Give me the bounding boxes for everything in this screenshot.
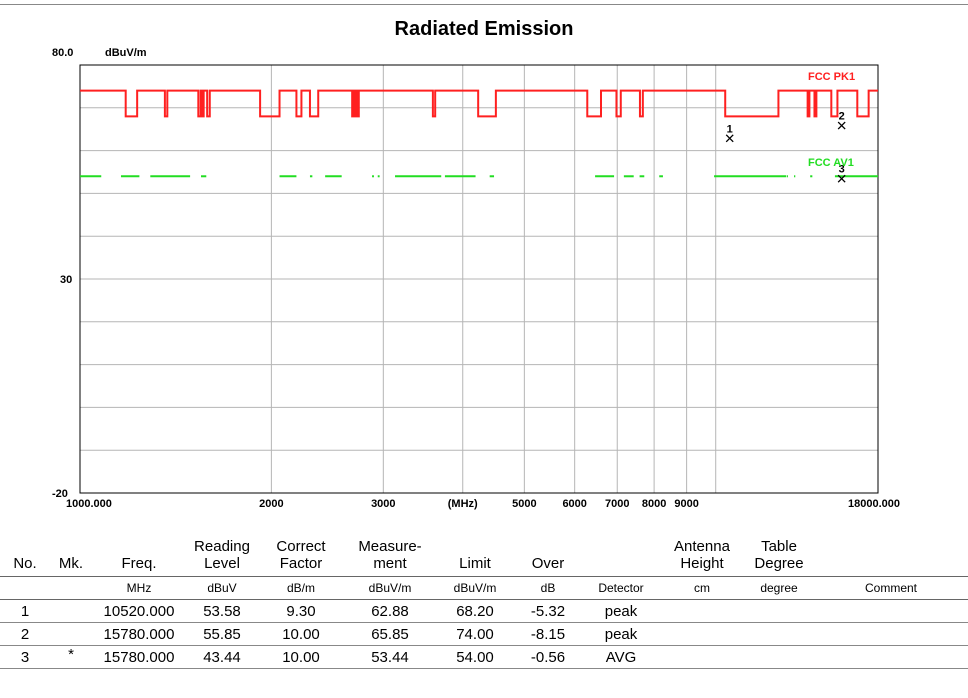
chart-title: Radiated Emission bbox=[394, 18, 574, 40]
x-tick-label: 3000 bbox=[371, 498, 395, 510]
x-tick-label: 8000 bbox=[642, 498, 666, 510]
unit-freq: MHz bbox=[92, 576, 186, 600]
row-limit: 74.00 bbox=[436, 622, 514, 646]
grid bbox=[80, 65, 878, 493]
unit-measure: dBuV/m bbox=[344, 576, 436, 600]
x-tick-label: 7000 bbox=[605, 498, 629, 510]
x-tick-label: 5000 bbox=[512, 498, 536, 510]
table-row: 2 15780.000 55.85 10.00 65.85 74.00 -8.1… bbox=[0, 622, 968, 646]
row-correct: 10.00 bbox=[258, 645, 344, 669]
x-tick-label: 1000.000 bbox=[66, 498, 112, 510]
col-limit: Limit bbox=[459, 555, 491, 572]
col-freq: Freq. bbox=[121, 555, 157, 572]
unit-limit: dBuV/m bbox=[436, 576, 514, 600]
col-reading: Reading Level bbox=[194, 538, 250, 572]
col-comment bbox=[814, 524, 968, 577]
col-mk: Mk. bbox=[58, 555, 84, 572]
legend-fcc-av1: FCC AV1 bbox=[808, 157, 854, 169]
row-measure: 65.85 bbox=[344, 622, 436, 646]
unit-table: degree bbox=[744, 576, 814, 600]
row-over: -0.56 bbox=[514, 645, 582, 669]
row-reading: 53.58 bbox=[186, 599, 258, 623]
row-detector: peak bbox=[582, 622, 660, 646]
col-correct: Correct Factor bbox=[276, 538, 326, 572]
marker-cross bbox=[837, 174, 846, 183]
table-header-row: No. Mk. Freq. Reading Level Correct Factor… bbox=[0, 524, 968, 577]
row-limit: 68.20 bbox=[436, 599, 514, 623]
legend-fcc-pk1: FCC PK1 bbox=[808, 71, 855, 83]
col-antenna: Antenna Height bbox=[674, 538, 730, 572]
row-correct: 10.00 bbox=[258, 622, 344, 646]
row-detector: AVG bbox=[582, 645, 660, 669]
x-tick-label: (MHz) bbox=[448, 498, 478, 510]
row-detector: peak bbox=[582, 599, 660, 623]
marker-label: 2 bbox=[839, 111, 845, 123]
y-tick-label: 30 bbox=[60, 274, 72, 286]
y-tick-label: 80.0 bbox=[52, 47, 73, 59]
row-limit: 54.00 bbox=[436, 645, 514, 669]
row-freq: 10520.000 bbox=[92, 599, 186, 623]
unit-over: dB bbox=[514, 576, 582, 600]
col-table-degree: Table Degree bbox=[754, 538, 804, 572]
col-no: No. bbox=[13, 555, 37, 572]
row-mk: * bbox=[50, 645, 92, 669]
row-reading: 55.85 bbox=[186, 622, 258, 646]
marker-label: 1 bbox=[727, 123, 733, 135]
col-measure: Measure-ment bbox=[358, 538, 422, 572]
table-row: 1 10520.000 53.58 9.30 62.88 68.20 -5.32… bbox=[0, 599, 968, 623]
x-tick-label: 9000 bbox=[674, 498, 698, 510]
row-measure: 62.88 bbox=[344, 599, 436, 623]
unit-antenna: cm bbox=[660, 576, 744, 600]
series-layer bbox=[80, 89, 878, 178]
row-correct: 9.30 bbox=[258, 599, 344, 623]
row-freq: 15780.000 bbox=[92, 645, 186, 669]
table-units-row: MHz dBuV dB/m dBuV/m dBuV/m dB Detector … bbox=[0, 576, 968, 600]
row-measure: 53.44 bbox=[344, 645, 436, 669]
marker-layer: 1 2 3 bbox=[725, 111, 846, 183]
top-rule bbox=[0, 4, 968, 5]
row-freq: 15780.000 bbox=[92, 622, 186, 646]
row-over: -8.15 bbox=[514, 622, 582, 646]
y-tick-label: -20 bbox=[52, 488, 68, 500]
marker-label: 3 bbox=[839, 164, 845, 176]
unit-detector: Detector bbox=[582, 576, 660, 600]
unit-reading: dBuV bbox=[186, 576, 258, 600]
row-over: -5.32 bbox=[514, 599, 582, 623]
results-table: No. Mk. Freq. Reading Level Correct Factor… bbox=[0, 524, 968, 669]
col-detector bbox=[582, 524, 660, 577]
row-reading: 43.44 bbox=[186, 645, 258, 669]
x-tick-label: 18000.000 bbox=[848, 498, 900, 510]
x-tick-label: 2000 bbox=[259, 498, 283, 510]
x-tick-label: 6000 bbox=[562, 498, 586, 510]
row-no: 1 bbox=[0, 599, 50, 623]
marker-cross bbox=[725, 134, 734, 143]
series-fcc-pk1-line bbox=[80, 89, 878, 118]
row-no: 2 bbox=[0, 622, 50, 646]
plot-frame bbox=[79, 64, 879, 494]
row-no: 3 bbox=[0, 645, 50, 669]
row-mk bbox=[50, 622, 92, 646]
marker-cross bbox=[837, 121, 846, 130]
y-unit-label: dBuV/m bbox=[105, 47, 147, 59]
unit-comment: Comment bbox=[814, 576, 968, 600]
col-over: Over bbox=[531, 555, 565, 572]
unit-correct: dB/m bbox=[258, 576, 344, 600]
row-mk bbox=[50, 599, 92, 623]
table-row: 3 * 15780.000 43.44 10.00 53.44 54.00 -0… bbox=[0, 645, 968, 669]
